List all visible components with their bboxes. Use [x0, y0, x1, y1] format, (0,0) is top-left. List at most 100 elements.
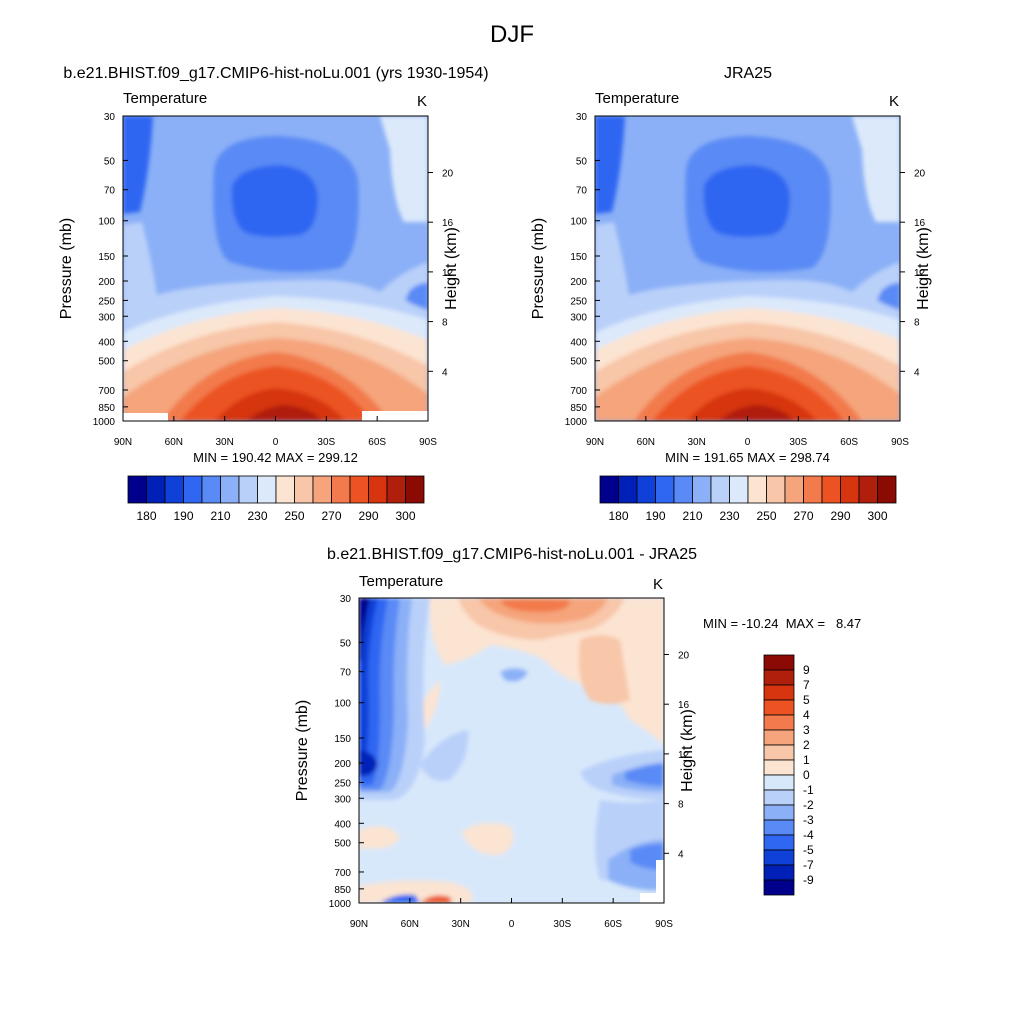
height-tick-label: 8	[678, 800, 684, 811]
latitude-tick-label: 30S	[789, 437, 807, 448]
pressure-tick-label: 100	[98, 217, 115, 228]
colorbar-box	[877, 475, 897, 504]
colorbar-box	[821, 475, 841, 504]
y-axis-title-right: Height (km)	[679, 709, 696, 792]
colorbar-box	[729, 475, 749, 504]
colorbar-box	[763, 849, 795, 866]
colorbar-label: -1	[803, 783, 814, 797]
colorbar-box	[784, 475, 804, 504]
height-tick-label: 12	[442, 268, 454, 279]
colorbar-label: 0	[803, 768, 810, 782]
colorbar-box	[183, 475, 203, 504]
colorbar-label: 5	[803, 693, 810, 707]
colorbar-box	[763, 699, 795, 716]
pressure-tick-label: 100	[570, 217, 587, 228]
colorbar-box	[201, 475, 221, 504]
colorbar-box	[312, 475, 332, 504]
y-axis-title-right: Height (km)	[443, 227, 460, 310]
height-tick-label: 20	[442, 168, 454, 179]
height-tick-label: 20	[678, 650, 690, 661]
latitude-tick-label: 60N	[165, 437, 183, 448]
colorbar-box	[763, 729, 795, 746]
colorbar-label: 210	[210, 509, 230, 523]
pressure-tick-label: 300	[334, 794, 351, 805]
colorbar-box	[599, 475, 619, 504]
height-tick-label: 8	[914, 318, 920, 329]
pressure-tick-label: 150	[570, 252, 587, 263]
colorbar-label: 3	[803, 723, 810, 737]
colorbar-box	[763, 774, 795, 791]
colorbar-box	[275, 475, 295, 504]
latitude-tick-label: 30S	[317, 437, 335, 448]
pressure-tick-label: 500	[334, 839, 351, 850]
pressure-tick-label: 150	[334, 734, 351, 745]
colorbar-box	[349, 475, 369, 504]
colorbar-box	[673, 475, 693, 504]
colorbar-label: 180	[136, 509, 156, 523]
pressure-tick-label: 1000	[93, 417, 116, 428]
pressure-tick-label: 200	[570, 277, 587, 288]
panel-stats: MIN = 191.65 MAX = 298.74	[665, 450, 830, 465]
colorbar-box	[763, 714, 795, 731]
colorbar-box	[763, 759, 795, 776]
colorbar-box	[766, 475, 786, 504]
colorbar-label: 210	[682, 509, 702, 523]
colorbar-label: -2	[803, 798, 814, 812]
panel-diff-left-string: Temperature	[359, 573, 443, 590]
pressure-tick-label: 70	[340, 668, 352, 679]
latitude-tick-label: 60S	[604, 919, 622, 930]
colorbar-box	[368, 475, 388, 504]
colorbar-box	[763, 819, 795, 836]
colorbar-box	[405, 475, 425, 504]
colorbar-label: 190	[645, 509, 665, 523]
pressure-tick-label: 400	[570, 337, 587, 348]
pressure-tick-label: 700	[98, 386, 115, 397]
colorbar-box	[692, 475, 712, 504]
colorbar-box	[127, 475, 147, 504]
colorbar-label: 250	[284, 509, 304, 523]
panel-obs-left-string: Temperature	[595, 90, 679, 107]
latitude-tick-label: 60S	[368, 437, 386, 448]
pressure-tick-label: 50	[576, 156, 588, 167]
colorbar-label: 1	[803, 753, 810, 767]
colorbar-box	[220, 475, 240, 504]
y-axis-title: Pressure (mb)	[530, 218, 547, 319]
axes-and-colorbars: 3050701001502002503004005007008501000201…	[58, 112, 932, 930]
latitude-tick-label: 60N	[637, 437, 655, 448]
panel-diff: b.e21.BHIST.f09_g17.CMIP6-hist-noLu.001 …	[327, 546, 861, 904]
y-axis-title: Pressure (mb)	[294, 700, 311, 801]
panel-obs-title: JRA25	[724, 65, 772, 82]
colorbar-label: 270	[793, 509, 813, 523]
panel-obs: JRA25 Temperature K	[594, 65, 901, 422]
colorbar-box	[803, 475, 823, 504]
panel-obs-contours	[595, 116, 900, 421]
colorbar-label: 300	[867, 509, 887, 523]
colorbar-box	[146, 475, 166, 504]
latitude-tick-label: 90S	[419, 437, 437, 448]
colorbar-box	[763, 744, 795, 761]
height-tick-label: 4	[678, 849, 684, 860]
latitude-tick-label: 90N	[114, 437, 132, 448]
height-tick-label: 4	[914, 367, 920, 378]
panel-stats: MIN = 190.42 MAX = 299.12	[193, 450, 358, 465]
colorbar-label: 180	[608, 509, 628, 523]
colorbar-label: 2	[803, 738, 810, 752]
colorbar-label: 300	[395, 509, 415, 523]
colorbar-label: 190	[173, 509, 193, 523]
pressure-tick-label: 300	[98, 312, 115, 323]
pressure-tick-label: 850	[98, 403, 115, 414]
pressure-tick-label: 150	[98, 252, 115, 263]
colorbar-box	[618, 475, 638, 504]
height-tick-label: 12	[678, 750, 690, 761]
pressure-tick-label: 30	[576, 112, 588, 123]
height-tick-label: 4	[442, 367, 448, 378]
latitude-tick-label: 30N	[215, 437, 233, 448]
colorbar-box	[710, 475, 730, 504]
latitude-tick-label: 90N	[350, 919, 368, 930]
pressure-tick-label: 850	[334, 885, 351, 896]
pressure-tick-label: 700	[334, 868, 351, 879]
page-title: DJF	[490, 21, 534, 48]
latitude-tick-label: 30N	[687, 437, 705, 448]
colorbar-box	[763, 834, 795, 851]
colorbar-label: 230	[247, 509, 267, 523]
